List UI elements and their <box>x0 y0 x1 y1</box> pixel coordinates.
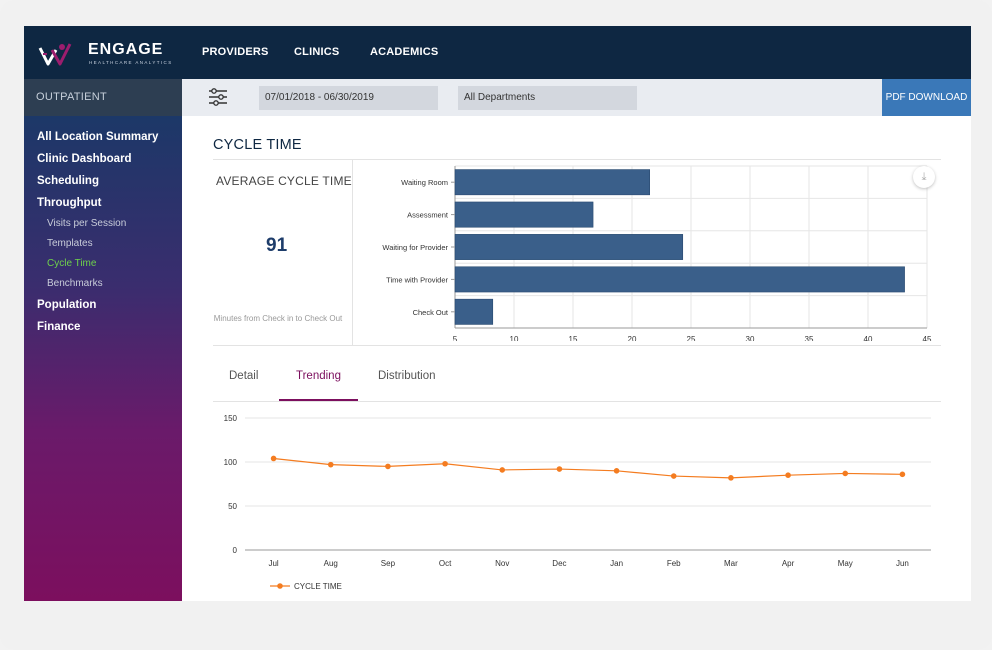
line-x-tick-label: Nov <box>495 559 509 568</box>
sidebar-section-title: OUTPATIENT <box>24 79 182 116</box>
bar-x-tick-label: 40 <box>864 335 873 341</box>
sidebar: All Location Summary Clinic Dashboard Sc… <box>24 116 182 601</box>
tab-distribution[interactable]: Distribution <box>378 370 436 382</box>
bar-category-label: Waiting Room <box>401 178 448 187</box>
line-x-tick-label: Aug <box>324 559 338 568</box>
line-x-tick-label: Oct <box>439 559 452 568</box>
line-x-tick-label: Apr <box>782 559 795 568</box>
sidebar-item-throughput[interactable]: Throughput <box>37 197 102 209</box>
bar-x-tick-label: 45 <box>923 335 932 341</box>
data-point <box>842 470 849 477</box>
page-title: CYCLE TIME <box>213 137 302 153</box>
line-x-tick-label: Feb <box>667 559 681 568</box>
data-point <box>785 472 791 478</box>
line-x-tick-label: Jul <box>268 559 278 568</box>
kpi-label: AVERAGE CYCLE TIME <box>216 174 352 188</box>
data-point <box>728 475 734 481</box>
data-point <box>556 466 563 472</box>
kpi-value: 91 <box>266 235 288 256</box>
bar-category-label: Time with Provider <box>386 275 448 284</box>
bar <box>454 201 594 228</box>
logo-name: ENGAGE <box>88 41 164 58</box>
line-y-tick-label: 100 <box>224 458 238 467</box>
bar <box>454 266 905 293</box>
bar-category-label: Check Out <box>413 308 449 317</box>
data-point <box>670 473 677 479</box>
sidebar-item-population[interactable]: Population <box>37 299 97 311</box>
data-point <box>270 455 277 462</box>
bar-x-tick-label: 25 <box>687 335 696 341</box>
line-x-tick-label: Jan <box>610 559 623 568</box>
top-bar: ENGAGE HEALTHCARE ANALYTICS PROVIDERS CL… <box>24 26 971 79</box>
data-point <box>327 461 334 468</box>
bar <box>454 234 684 260</box>
bar-category-label: Waiting for Provider <box>382 243 448 252</box>
kpi-divider <box>352 160 353 345</box>
line-x-tick-label: Sep <box>381 559 396 568</box>
tab-active-indicator <box>279 399 358 401</box>
sidebar-subitem-cycle-time[interactable]: Cycle Time <box>47 258 97 269</box>
app-window: ENGAGE HEALTHCARE ANALYTICS PROVIDERS CL… <box>24 26 971 601</box>
nav-academics[interactable]: ACADEMICS <box>370 46 439 58</box>
line-x-tick-label: Mar <box>724 559 738 568</box>
line-y-tick-label: 50 <box>228 502 237 511</box>
bar-x-tick-label: 15 <box>569 335 578 341</box>
bar-x-tick-label: 20 <box>628 335 637 341</box>
bar <box>454 298 494 325</box>
date-range-field[interactable]: 07/01/2018 - 06/30/2019 <box>259 86 438 110</box>
logo-subtitle: HEALTHCARE ANALYTICS <box>89 60 173 65</box>
data-point <box>899 471 906 478</box>
sidebar-subitem-benchmarks[interactable]: Benchmarks <box>47 278 103 289</box>
line-x-tick-label: Jun <box>896 559 909 568</box>
chart-download-icon[interactable]: ⤓ <box>913 166 935 188</box>
nav-providers[interactable]: PROVIDERS <box>202 46 269 58</box>
bar-x-tick-label: 30 <box>746 335 755 341</box>
data-point <box>613 468 620 474</box>
data-point <box>442 460 448 467</box>
tab-trending[interactable]: Trending <box>296 370 341 382</box>
sidebar-item-all-location-summary[interactable]: All Location Summary <box>37 131 159 143</box>
filter-sliders-icon[interactable] <box>208 88 228 106</box>
engage-logo[interactable]: ENGAGE HEALTHCARE ANALYTICS <box>38 40 178 68</box>
title-divider <box>213 159 941 160</box>
data-point <box>499 467 506 473</box>
bar-x-tick-label: 10 <box>510 335 519 341</box>
sidebar-item-finance[interactable]: Finance <box>37 321 81 333</box>
data-point <box>385 463 391 470</box>
pdf-download-button[interactable]: PDF DOWNLOAD <box>882 79 971 116</box>
series-line-cycle-time <box>273 457 903 479</box>
filter-bar: 07/01/2018 - 06/30/2019 All Departments … <box>182 79 971 116</box>
line-x-tick-label: May <box>838 559 853 568</box>
bar-category-label: Assessment <box>407 211 449 220</box>
section-divider <box>213 345 941 346</box>
bar-x-tick-label: 35 <box>805 335 814 341</box>
department-select[interactable]: All Departments <box>458 86 637 110</box>
tabs-divider <box>213 401 941 402</box>
bar-x-tick-label: 5 <box>453 335 458 341</box>
sidebar-item-clinic-dashboard[interactable]: Clinic Dashboard <box>37 153 132 165</box>
tab-detail[interactable]: Detail <box>229 370 259 382</box>
cycle-time-bar-chart: 5 10 15 20 25 30 35 40 45 Waiting Room Assessment W… <box>382 165 932 341</box>
logo-mark-icon <box>38 43 72 66</box>
line-y-tick-label: 0 <box>233 546 238 555</box>
kpi-note: Minutes from Check in to Check Out <box>213 314 343 323</box>
sidebar-subitem-templates[interactable]: Templates <box>47 238 93 249</box>
cycle-time-trend-chart: 0 50 100 150 Jul Aug Sep Oct Nov Dec Jan Feb Mar Apr M… <box>224 414 931 591</box>
bar <box>454 169 650 196</box>
sidebar-item-scheduling[interactable]: Scheduling <box>37 175 99 187</box>
legend-label: CYCLE TIME <box>294 582 342 591</box>
legend-marker-icon <box>277 583 283 589</box>
line-x-tick-label: Dec <box>552 559 566 568</box>
nav-clinics[interactable]: CLINICS <box>294 46 340 58</box>
sidebar-subitem-visits-per-session[interactable]: Visits per Session <box>47 218 127 229</box>
line-y-tick-label: 150 <box>224 414 238 423</box>
